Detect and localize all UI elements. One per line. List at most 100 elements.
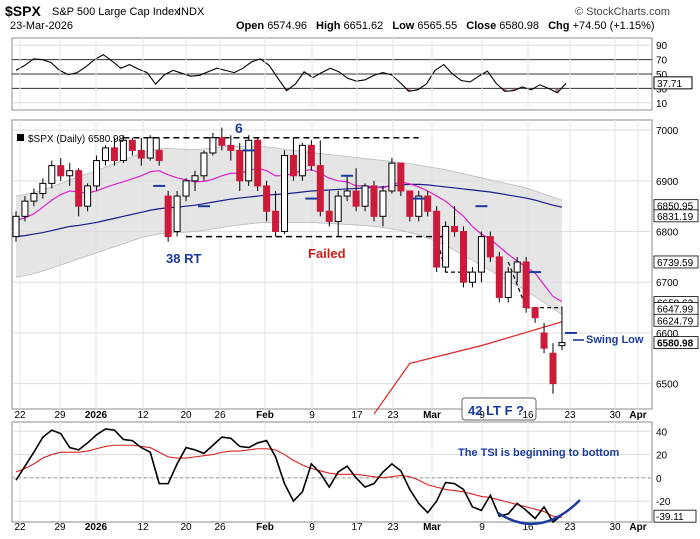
- price-x-tick-label: 9: [309, 410, 315, 421]
- candle-body: [406, 190, 414, 217]
- candle-body: [468, 271, 476, 283]
- open-value: 6574.96: [267, 20, 307, 32]
- tsi-x-tick-label: 29: [54, 522, 66, 533]
- price-x-tick-label: 9: [479, 410, 485, 421]
- candle-body: [227, 144, 235, 151]
- price-label-box: [653, 336, 699, 349]
- tsi-x-tick-label: 16: [522, 522, 534, 533]
- candle-body: [102, 147, 109, 162]
- candle-body: [298, 144, 306, 177]
- indicator-oversold-fill: [284, 88, 289, 91]
- price-x-tick-label: Apr: [629, 410, 646, 421]
- price-tick-label: 6600: [656, 329, 679, 340]
- band-lower-line: [15, 222, 563, 316]
- price-legend-swatch: [17, 134, 24, 141]
- candle-body: [146, 137, 154, 159]
- tsi-x-tick-label: 12: [137, 522, 149, 533]
- price-x-tick-label: 20: [180, 410, 192, 421]
- price-x-tick-label: 2026: [85, 410, 108, 421]
- indicator-last-value: 37.71: [657, 79, 682, 90]
- candle-body: [307, 144, 315, 167]
- price-x-tick-label: 16: [522, 410, 534, 421]
- tsi-tick-label: 20: [656, 451, 668, 462]
- indicator-tick-label: 50: [656, 70, 668, 81]
- price-x-tick-label: 23: [387, 410, 399, 421]
- price-label: 6850.95: [657, 202, 694, 213]
- candle-body: [289, 154, 297, 177]
- candle-body: [558, 342, 566, 347]
- candle-body: [84, 185, 92, 207]
- open-label: Open: [236, 20, 265, 32]
- price-label: 6624.79: [657, 316, 694, 327]
- price-label-box: [653, 313, 699, 327]
- price-x-tick-label: 12: [137, 410, 149, 421]
- candle-body: [30, 193, 38, 202]
- candle-body: [119, 139, 127, 162]
- candle-body: [182, 180, 190, 197]
- candle-body: [477, 236, 485, 273]
- candle-body: [110, 147, 118, 162]
- indicator-oversold-fill: [502, 88, 507, 92]
- candle-body: [209, 137, 217, 154]
- indicator-tick-label: 10: [656, 99, 668, 110]
- ltf-label: 42 LT F ?: [468, 403, 524, 418]
- tsi-last-value: -39.11: [656, 512, 684, 523]
- indicator-tick-label: 90: [656, 41, 668, 52]
- tsi-x-tick-label: 20: [180, 522, 192, 533]
- price-x-tick-label: Feb: [256, 410, 274, 421]
- ma-long-line: [373, 321, 563, 415]
- close-label: Close: [466, 20, 497, 32]
- candle-body: [155, 149, 163, 162]
- candle-body: [424, 195, 432, 212]
- low-value: 6565.55: [417, 20, 458, 32]
- candle-body: [442, 225, 450, 268]
- ohlc-readout: Open 6574.96 High 6651.62 Low 6565.55 Cl…: [236, 20, 655, 32]
- candle-body: [379, 190, 387, 217]
- price-x-tick-label: 29: [54, 410, 66, 421]
- indicator-oversold-fill: [415, 88, 420, 90]
- candle-body: [549, 352, 557, 385]
- tsi-bottom-arc: [497, 499, 581, 526]
- candle-body: [495, 256, 503, 298]
- failed-label: Failed: [308, 246, 346, 261]
- candle-body: [325, 210, 333, 222]
- source-logo[interactable]: © StockCharts.com: [575, 6, 670, 18]
- candle-body: [236, 149, 244, 182]
- candle-body: [173, 195, 181, 233]
- candle-body: [388, 162, 396, 192]
- candle-body: [39, 182, 47, 195]
- candle-body: [370, 185, 378, 217]
- candle-body: [191, 175, 199, 182]
- price-legend: $SPX (Daily) 6580.98: [28, 134, 125, 145]
- candle-body: [12, 215, 20, 238]
- tsi-tick-label: 40: [656, 427, 668, 438]
- candle-body: [245, 139, 253, 182]
- price-x-tick-label: 22: [14, 410, 26, 421]
- tsi-x-tick-label: 17: [351, 522, 363, 533]
- price-x-tick-label: Mar: [423, 410, 441, 421]
- candle-body: [460, 231, 467, 283]
- candle-body: [415, 195, 423, 217]
- tsi-x-tick-label: 9: [479, 522, 485, 533]
- chg-value: +74.50 (+1.15%): [572, 20, 655, 32]
- price-x-tick-label: 26: [214, 410, 226, 421]
- candle-body: [522, 261, 530, 309]
- high-label: High: [316, 20, 341, 32]
- tsi-x-tick-label: 22: [14, 522, 26, 533]
- candle-body: [93, 160, 101, 187]
- price-label: 6647.99: [657, 305, 694, 316]
- tsi-x-tick-label: 23: [387, 522, 399, 533]
- candle-body: [513, 261, 521, 273]
- price-tick-label: 7000: [656, 126, 679, 137]
- tsi-x-tick-label: 30: [609, 522, 621, 533]
- candle-body: [218, 137, 226, 146]
- candle-body: [352, 190, 360, 207]
- candle-body: [334, 195, 342, 222]
- low-label: Low: [392, 20, 415, 32]
- ltf-callout-box: [461, 397, 537, 421]
- candle-body: [531, 307, 539, 319]
- tsi-tick-label: -20: [656, 497, 671, 508]
- candle-body: [254, 139, 262, 187]
- indicator-line: [15, 53, 567, 94]
